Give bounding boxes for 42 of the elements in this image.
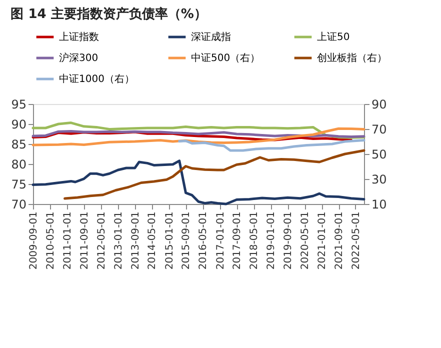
legend-label: 上证指数 <box>59 31 99 43</box>
y-tick-label: 80 <box>11 158 26 172</box>
line-series <box>178 139 366 152</box>
x-tick-label: 2010-05-01 <box>45 212 56 270</box>
x-tick-label: 2019-09-01 <box>283 212 294 270</box>
x-tick-label: 2017-09-01 <box>232 212 244 270</box>
x-tick-label: 2020-05-01 <box>300 212 312 270</box>
line-series <box>64 149 366 200</box>
x-tick-label: 2014-05-01 <box>147 212 158 270</box>
x-tick-label: 2011-09-01 <box>79 212 90 270</box>
y-tick-label: 70 <box>11 198 26 212</box>
y-tick-label: 95 <box>11 98 26 112</box>
y-tick-label: 75 <box>11 178 26 192</box>
x-tick-label: 2012-05-01 <box>96 212 108 270</box>
legend-label: 中证500（右） <box>191 52 260 64</box>
x-tick-label: 2013-09-01 <box>130 212 142 270</box>
x-tick-label: 2016-05-01 <box>198 212 210 270</box>
x-tick-label: 2017-01-01 <box>215 212 226 270</box>
x-tick-label: 2011-01-01 <box>62 212 74 270</box>
y2-tick-label: 10 <box>372 198 387 212</box>
x-tick-label: 2021-09-01 <box>334 212 346 270</box>
legend-label: 深证成指 <box>191 31 231 43</box>
x-tick-label: 2009-09-01 <box>28 212 40 270</box>
chart-title: 图 14 主要指数资产负债率（%） <box>10 6 207 22</box>
y2-tick-label: 70 <box>372 122 387 136</box>
legend-label: 上证50 <box>317 31 350 43</box>
legend-label: 沪深300 <box>59 52 98 64</box>
x-tick-label: 2015-01-01 <box>164 212 176 270</box>
x-tick-label: 2019-01-01 <box>266 212 278 270</box>
legend-label: 创业板指（右） <box>317 52 387 64</box>
line-series <box>32 127 366 146</box>
y2-tick-label: 90 <box>372 98 387 112</box>
x-tick-label: 2015-09-01 <box>181 212 192 270</box>
y-tick-label: 90 <box>11 118 26 132</box>
x-tick-label: 2013-01-01 <box>113 212 124 270</box>
y-tick-label: 85 <box>11 138 26 152</box>
y2-tick-label: 50 <box>372 148 387 162</box>
x-tick-label: 2022-05-01 <box>350 212 362 270</box>
y2-tick-label: 30 <box>372 172 387 186</box>
legend-label: 中证1000（右） <box>59 73 134 85</box>
x-tick-label: 2021-01-01 <box>317 212 328 270</box>
x-tick-label: 2018-05-01 <box>249 212 260 270</box>
